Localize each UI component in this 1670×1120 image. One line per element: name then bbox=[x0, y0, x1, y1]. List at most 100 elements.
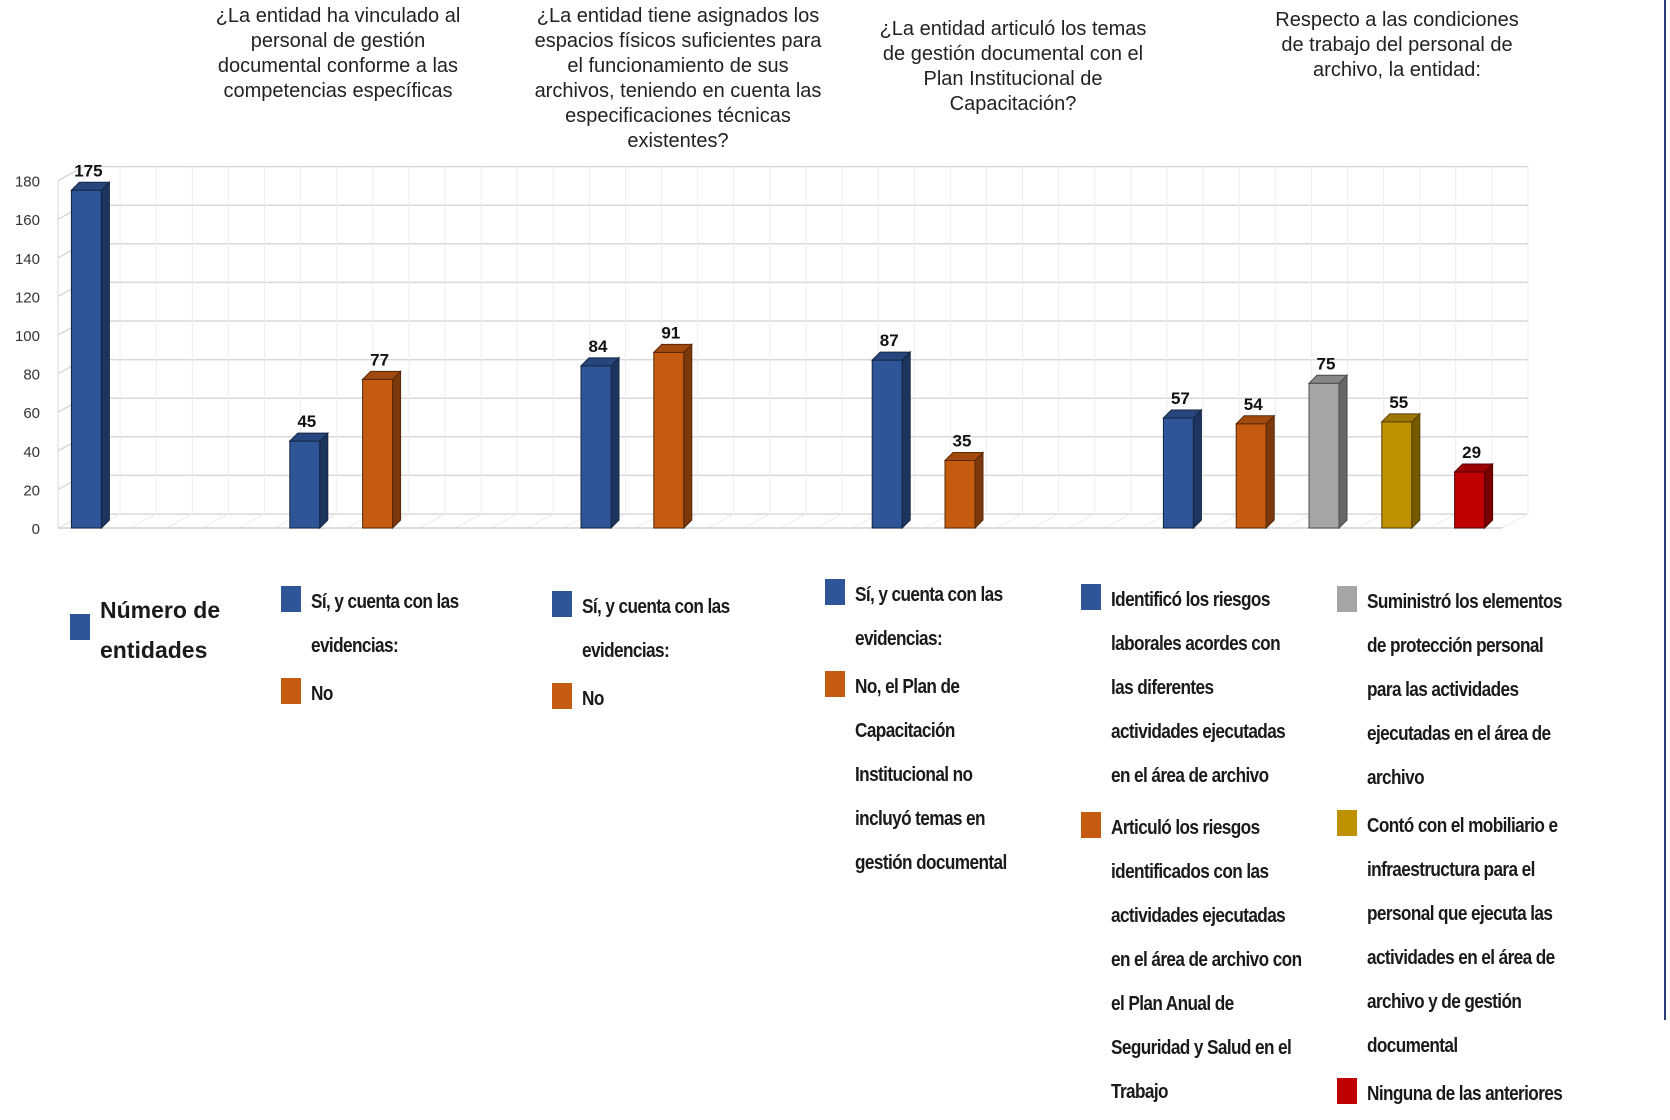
legend-swatch-gray bbox=[1337, 586, 1357, 612]
legend-label: No, el Plan de Capacitación Instituciona… bbox=[855, 676, 1007, 874]
y-axis: 0 20 40 60 80 100 120 140 160 180 bbox=[15, 174, 40, 538]
bar bbox=[361, 370, 402, 530]
legend-label: Sí, y cuenta con las evidencias: bbox=[855, 584, 1003, 650]
bar-top bbox=[1307, 374, 1349, 384]
floor-line bbox=[707, 513, 735, 529]
y-tick-label: 20 bbox=[23, 482, 40, 499]
y-tick-label: 0 bbox=[32, 521, 40, 538]
floor-line bbox=[779, 513, 807, 529]
legend-group-2: Sí, y cuenta con las evidencias: No bbox=[552, 585, 802, 725]
legend-swatch-blue bbox=[281, 586, 301, 612]
floor-line bbox=[166, 513, 193, 529]
bars-layer bbox=[70, 181, 1494, 530]
floor-line bbox=[1104, 513, 1132, 529]
bar-side bbox=[1192, 408, 1202, 530]
legend-label: Ninguna de las anteriores bbox=[1367, 1083, 1563, 1105]
legend-item: No bbox=[552, 677, 802, 721]
legend-swatch-blue bbox=[825, 579, 845, 605]
legend-swatch-blue bbox=[70, 614, 90, 640]
bar-side bbox=[319, 431, 329, 530]
legend-swatch-blue bbox=[552, 591, 572, 617]
floor-line bbox=[527, 513, 554, 529]
legend-item: No bbox=[281, 672, 531, 716]
legend-label: Articuló los riesgos identificados con l… bbox=[1111, 817, 1302, 1103]
bar-front bbox=[1235, 423, 1267, 529]
legend-swatch-gold bbox=[1337, 810, 1357, 836]
bar-side bbox=[974, 451, 984, 530]
floor-line bbox=[1140, 513, 1168, 529]
legend-item: Suministró los elementos de protección p… bbox=[1337, 580, 1609, 800]
floor-line bbox=[743, 513, 771, 529]
y-tick-label: 140 bbox=[15, 251, 40, 268]
bar bbox=[1234, 414, 1276, 530]
bar-top bbox=[1453, 463, 1494, 473]
legend-item: Sí, y cuenta con las evidencias: bbox=[552, 585, 802, 673]
legend-swatch-orange bbox=[552, 683, 572, 709]
bar-side bbox=[100, 181, 110, 530]
legend-item: Sí, y cuenta con las evidencias: bbox=[281, 580, 531, 668]
bar-value-label: 175 bbox=[74, 161, 102, 180]
legend-label: Suministró los elementos de protección p… bbox=[1367, 591, 1562, 789]
legend-item: No, el Plan de Capacitación Instituciona… bbox=[825, 665, 1060, 885]
y-tick-label: 40 bbox=[23, 444, 40, 461]
bar-value-label: 84 bbox=[589, 337, 608, 356]
legend-item: Sí, y cuenta con las evidencias: bbox=[825, 573, 1060, 661]
legend-swatch-orange bbox=[1081, 812, 1101, 838]
frame-border bbox=[1664, 0, 1666, 1020]
bar-side bbox=[1411, 412, 1421, 530]
bar-top bbox=[70, 181, 111, 191]
y-tick-label: 80 bbox=[23, 367, 40, 384]
bar-side bbox=[683, 343, 693, 530]
bar-value-label: 75 bbox=[1317, 354, 1336, 373]
bar bbox=[1162, 408, 1203, 530]
bar-value-label: 29 bbox=[1462, 443, 1481, 462]
floor-line bbox=[1285, 513, 1312, 529]
bar-top bbox=[1162, 409, 1203, 419]
bar-top bbox=[870, 351, 912, 361]
bar bbox=[70, 181, 111, 530]
bar-front bbox=[1308, 382, 1340, 529]
grid-layer bbox=[57, 165, 1529, 529]
bar-front bbox=[1454, 471, 1486, 529]
bar bbox=[288, 431, 330, 530]
data-labels-layer: 175 45 77 84 91 87 35 57 54 75 55 29 bbox=[74, 161, 1481, 462]
question-title-1: ¿La entidad ha vinculado al personal de … bbox=[215, 5, 461, 102]
floor-line bbox=[418, 513, 446, 529]
bar bbox=[870, 350, 912, 530]
bar-front bbox=[944, 459, 976, 529]
bar-top bbox=[361, 370, 402, 380]
y-tick-label: 60 bbox=[23, 405, 40, 422]
bar-value-label: 91 bbox=[661, 323, 680, 342]
legend-group-4a: Identificó los riesgos laborales acordes… bbox=[1081, 578, 1336, 1118]
bar-side bbox=[392, 370, 402, 530]
bar-value-label: 54 bbox=[1244, 395, 1263, 414]
floor-line bbox=[1357, 513, 1384, 529]
bar-top bbox=[1234, 415, 1276, 425]
bar-side bbox=[1338, 374, 1348, 530]
question-title-2: ¿La entidad tiene asignados los espacios… bbox=[534, 5, 822, 152]
legend-item: Número de entidades bbox=[70, 590, 250, 670]
floor-line bbox=[202, 513, 229, 529]
bar-side bbox=[1484, 462, 1494, 530]
bar-front bbox=[871, 359, 903, 529]
floor-line bbox=[490, 513, 518, 529]
floor-line bbox=[1212, 513, 1240, 529]
y-tick-label: 100 bbox=[15, 328, 40, 345]
bar-front bbox=[289, 440, 321, 529]
bar-front bbox=[1381, 421, 1413, 529]
y-tick-label: 160 bbox=[15, 212, 40, 229]
legend-group-0: Número de entidades bbox=[70, 590, 250, 674]
legend-group-4b: Suministró los elementos de protección p… bbox=[1337, 580, 1609, 1120]
floor-line bbox=[1032, 513, 1059, 529]
bar-front bbox=[580, 365, 612, 529]
bar-front bbox=[70, 189, 102, 529]
legend-label: Sí, y cuenta con las evidencias: bbox=[582, 596, 730, 662]
bar-front bbox=[1162, 417, 1194, 529]
bar-side bbox=[901, 350, 911, 530]
legend-label: No bbox=[582, 688, 604, 710]
bar-value-label: 45 bbox=[297, 412, 316, 431]
bar-top bbox=[1380, 413, 1422, 423]
legend-group-3: Sí, y cuenta con las evidencias: No, el … bbox=[825, 573, 1060, 889]
legend-label: Sí, y cuenta con las evidencias: bbox=[311, 591, 459, 657]
bar bbox=[579, 356, 621, 530]
